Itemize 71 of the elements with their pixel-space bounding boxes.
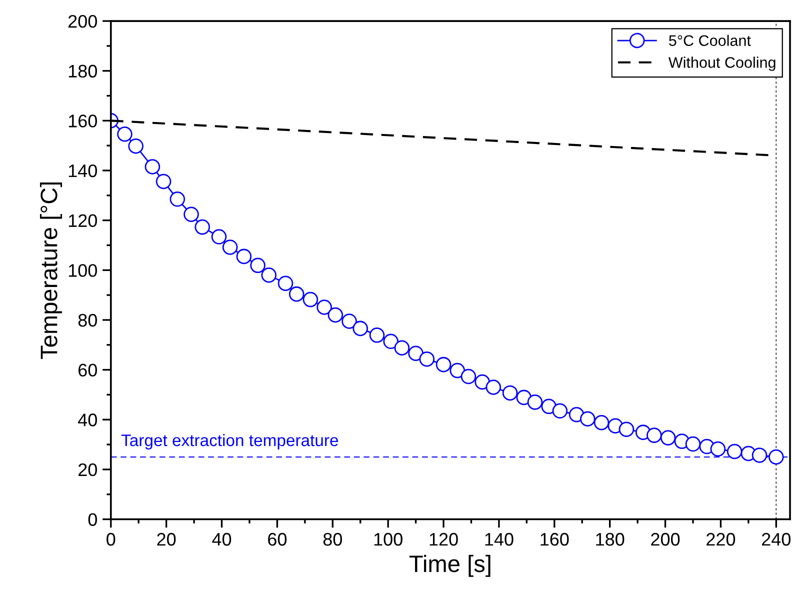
x-tick-label: 200 [651, 532, 680, 546]
point [302, 292, 318, 308]
x-tick-label: 80 [323, 532, 342, 546]
point [211, 229, 227, 244]
point [288, 286, 304, 302]
point [316, 300, 332, 315]
point [486, 380, 502, 395]
point [117, 126, 132, 142]
x-tick-label: 100 [374, 532, 402, 546]
x-tick-label: 120 [430, 532, 458, 546]
point [156, 174, 172, 190]
ref-line-label: Target extraction temperature [121, 434, 338, 450]
point [768, 449, 784, 465]
y-tick-label: 120 [68, 214, 97, 228]
point [383, 334, 398, 350]
point [646, 428, 662, 443]
y-tick-label: 180 [68, 64, 97, 78]
x-tick-label: 180 [596, 532, 624, 546]
x-tick-label: 220 [706, 532, 736, 546]
x-tick-label: 140 [485, 532, 514, 546]
point [580, 411, 596, 427]
y-axis-title: Temperature [°C] [40, 182, 62, 359]
point [660, 430, 676, 446]
point [170, 192, 186, 207]
point [184, 206, 199, 222]
x-axis-title: Time [s] [409, 554, 490, 577]
x-tick-label: 0 [106, 532, 116, 546]
point [144, 159, 160, 174]
point [194, 219, 210, 235]
point [726, 444, 742, 460]
point [436, 356, 452, 372]
point [369, 328, 385, 343]
x-tick-label: 240 [762, 532, 791, 546]
x-tick-label: 160 [540, 532, 569, 546]
point [474, 374, 490, 390]
y-tick-label: 140 [68, 164, 97, 178]
y-tick-label: 40 [78, 414, 97, 426]
x-tick-label: 20 [157, 532, 176, 546]
point [752, 448, 768, 463]
point [618, 422, 634, 437]
point [710, 441, 726, 457]
point [261, 267, 277, 283]
y-tick-label: 200 [68, 14, 97, 28]
point [278, 276, 294, 291]
point [408, 346, 424, 361]
point [685, 436, 701, 452]
point [342, 314, 357, 329]
point [394, 340, 410, 356]
legend-label: 5°C Coolant [669, 34, 751, 46]
y-tick-label: 0 [88, 513, 97, 526]
point [594, 414, 610, 430]
point [236, 248, 252, 264]
point [450, 362, 466, 378]
point [552, 403, 568, 419]
x-tick-label: 40 [212, 532, 232, 546]
y-tick-label: 20 [78, 463, 97, 476]
point [222, 240, 238, 255]
point [352, 320, 368, 336]
point [328, 307, 344, 323]
point [527, 394, 543, 410]
y-tick-label: 160 [68, 114, 97, 128]
point [250, 258, 266, 274]
point [419, 351, 435, 367]
point [460, 368, 476, 384]
y-tick-label: 60 [78, 364, 97, 377]
point [502, 385, 518, 401]
y-tick-label: 80 [78, 314, 97, 327]
legend-label: Without Cooling [668, 56, 776, 71]
y-tick-label: 100 [68, 264, 97, 277]
point [128, 138, 144, 154]
x-tick-label: 60 [268, 532, 287, 546]
